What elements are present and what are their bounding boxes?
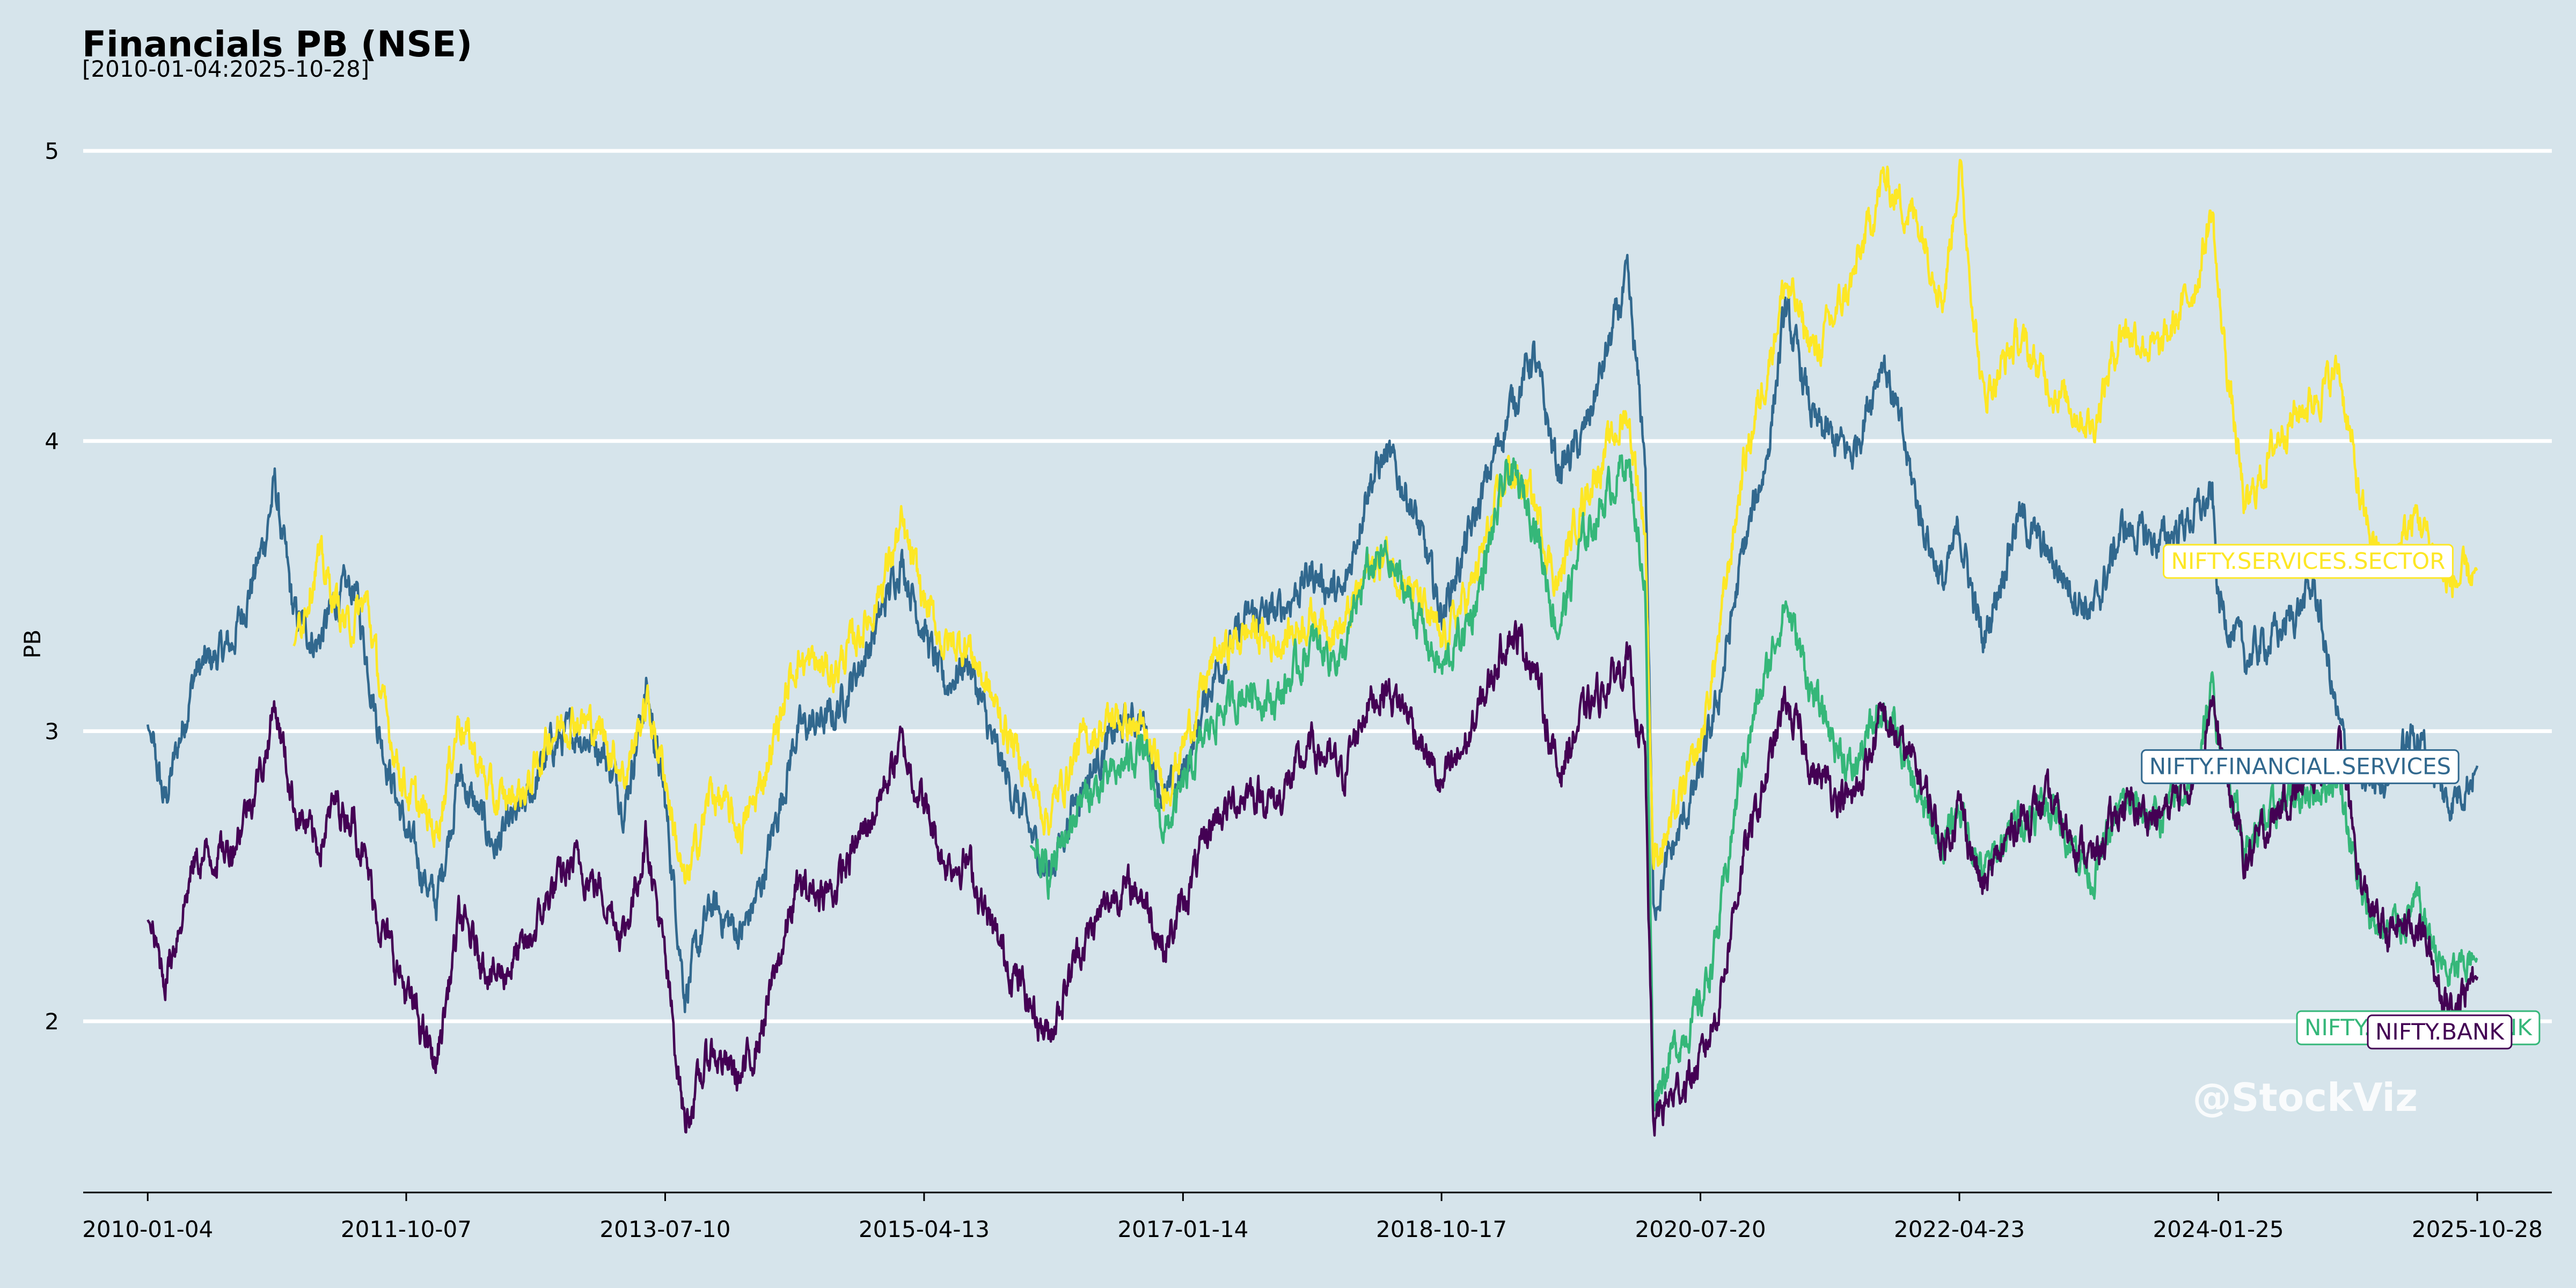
chart-subtitle: [2010-01-04:2025-10-28] (82, 56, 369, 82)
series-label-text: NIFTY.FINANCIAL.SERVICES (2149, 753, 2451, 780)
series-line (1029, 454, 2478, 1111)
series-line (147, 620, 2479, 1137)
y-tick-label: 3 (45, 718, 59, 744)
series-label-box (2141, 749, 2460, 785)
y-tick-label: 4 (45, 428, 59, 455)
series-label-text: NIFTY.BANK (2375, 1019, 2505, 1045)
watermark: @StockViz (2193, 1075, 2418, 1120)
x-tick-label: 2017-01-14 (1117, 1216, 1248, 1242)
x-tick-label: 2015-04-13 (859, 1216, 990, 1242)
x-tick-label: 2011-10-07 (341, 1216, 472, 1242)
gridlines (83, 149, 2552, 1023)
x-tick-label: 2010-01-04 (82, 1216, 213, 1242)
y-tick-label: 5 (45, 138, 59, 164)
series-label-box (2367, 1014, 2513, 1050)
x-tick-label: 2018-10-17 (1376, 1216, 1507, 1242)
x-tick-label: 2024-01-25 (2153, 1216, 2284, 1242)
x-tick-label: 2020-07-20 (1635, 1216, 1766, 1242)
series-line (146, 253, 2479, 1013)
x-axis: 2010-01-04 2011-10-07 2013-07-10 2015-04-13… (82, 1191, 2552, 1242)
x-tick-label: 2013-07-10 (599, 1216, 730, 1242)
y-axis-label: PB (19, 630, 46, 658)
y-tick-label: 2 (45, 1008, 59, 1035)
series-label: NIFTY.SERVICES.SECTOR (2163, 544, 2454, 579)
chart-title: Financials PB (NSE) (82, 24, 472, 65)
series-end-labels: NIFTY.FINANCIAL.SERVICES NIFTY.SERVICES.S… (2141, 544, 2541, 1050)
x-tick-label: 2022-04-23 (1894, 1216, 2025, 1242)
series-label-box (2163, 544, 2454, 579)
series-lines (146, 159, 2479, 1137)
series-label-text: NIFTY.SERVICES.SECTOR (2171, 548, 2446, 574)
series-label: NIFTY.BANK (2367, 1014, 2513, 1050)
series-label: NIFTY.FINANCIAL.SERVICES (2141, 749, 2460, 785)
x-tick-label: 2025-10-28 (2412, 1216, 2543, 1242)
y-axis: 2 3 4 5 (45, 138, 59, 1035)
